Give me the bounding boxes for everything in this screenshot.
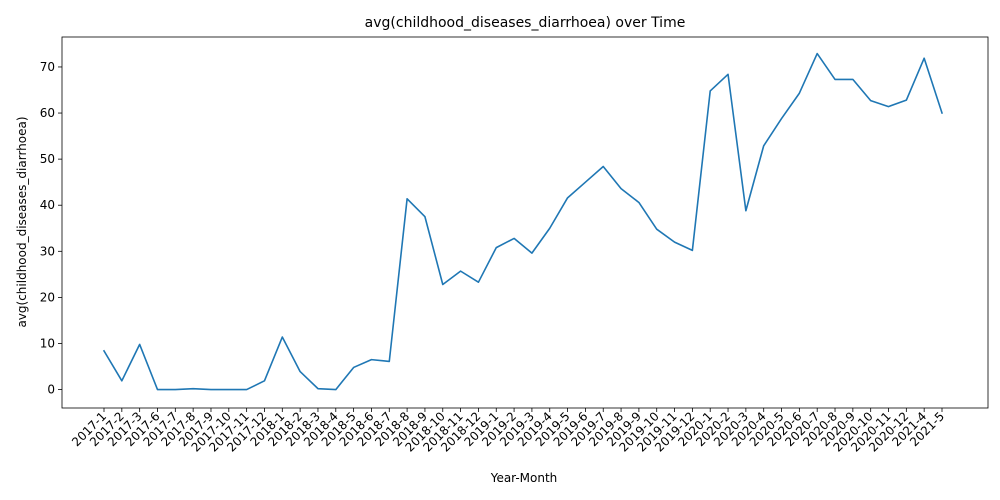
data-point — [797, 91, 801, 95]
data-point — [334, 388, 338, 392]
data-point — [245, 388, 249, 392]
data-point — [673, 240, 677, 244]
data-point — [298, 370, 302, 374]
data-points — [102, 52, 944, 392]
data-point — [744, 209, 748, 213]
y-tick-label: 70 — [40, 60, 55, 74]
data-point — [369, 358, 373, 362]
data-point — [940, 111, 944, 115]
data-point — [637, 200, 641, 204]
data-point — [904, 98, 908, 102]
data-point — [280, 335, 284, 339]
y-tick-label: 40 — [40, 198, 55, 212]
y-tick-label: 10 — [40, 336, 55, 350]
data-point — [476, 280, 480, 284]
data-point — [726, 72, 730, 76]
series-line — [102, 52, 944, 391]
data-point — [512, 236, 516, 240]
data-point — [922, 56, 926, 60]
data-point — [102, 349, 106, 353]
x-axis-label: Year-Month — [490, 471, 558, 485]
data-point — [173, 388, 177, 392]
data-point — [155, 388, 159, 392]
data-point — [387, 359, 391, 363]
data-point — [548, 226, 552, 230]
data-point — [191, 387, 195, 391]
chart-title: avg(childhood_diseases_diarrhoea) over T… — [365, 15, 686, 31]
plot-area-frame — [61, 36, 989, 409]
data-point — [780, 117, 784, 121]
data-point — [227, 388, 231, 392]
data-point — [459, 269, 463, 273]
data-point — [262, 379, 266, 383]
data-point — [708, 89, 712, 93]
data-point — [655, 227, 659, 231]
data-point — [815, 52, 819, 56]
data-point — [851, 77, 855, 81]
x-axis: 2017-12017-22017-32017-62017-72017-82017… — [69, 408, 947, 455]
data-point — [566, 196, 570, 200]
data-point — [762, 144, 766, 148]
data-point — [530, 251, 534, 255]
data-point — [441, 282, 445, 286]
data-point — [316, 387, 320, 391]
y-axis: 0 10 20 30 40 50 60 70 — [40, 60, 62, 397]
data-point — [405, 197, 409, 201]
data-point — [583, 180, 587, 184]
data-point — [601, 165, 605, 169]
data-point — [138, 342, 142, 346]
data-point — [833, 77, 837, 81]
data-point — [120, 379, 124, 383]
y-tick-label: 0 — [47, 383, 55, 397]
data-point — [619, 187, 623, 191]
data-point — [887, 105, 891, 109]
data-point — [209, 388, 213, 392]
y-tick-label: 50 — [40, 152, 55, 166]
y-tick-label: 60 — [40, 106, 55, 120]
y-axis-label: avg(childhood_diseases_diarrhoea) — [15, 116, 29, 327]
data-point — [494, 246, 498, 250]
data-point — [690, 248, 694, 252]
data-point — [423, 215, 427, 219]
data-point — [352, 365, 356, 369]
data-point — [869, 99, 873, 103]
y-tick-label: 30 — [40, 244, 55, 258]
y-tick-label: 20 — [40, 290, 55, 304]
